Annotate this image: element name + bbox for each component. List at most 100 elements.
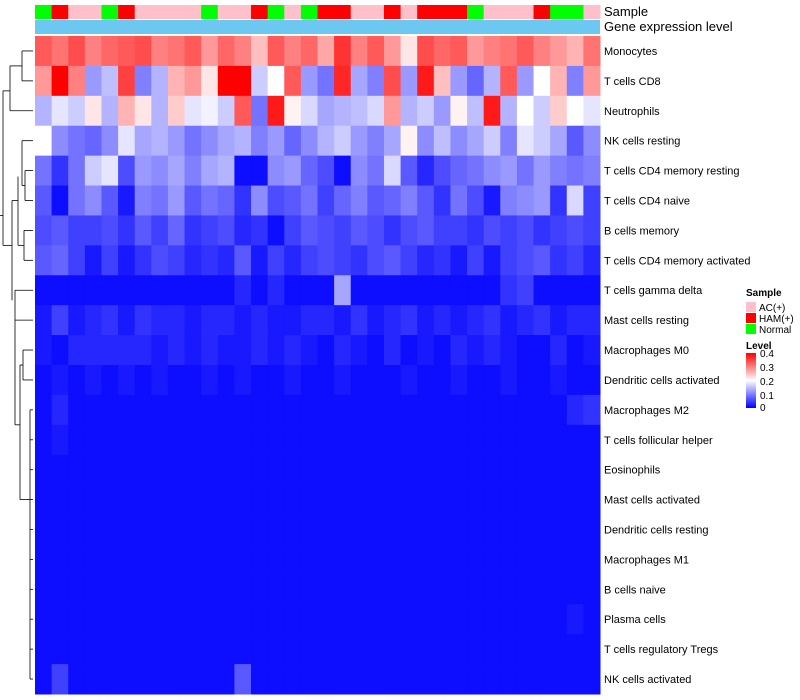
heatmap-cell: [134, 514, 152, 545]
heatmap-cell: [118, 394, 136, 426]
heatmap-cell: [167, 185, 186, 216]
heatmap-cell: [550, 305, 568, 336]
heatmap-cell: [84, 454, 102, 486]
heatmap-cell: [367, 305, 385, 336]
heatmap-cell: [433, 634, 451, 665]
heatmap-cell: [483, 335, 501, 366]
heatmap-cell: [483, 365, 501, 396]
heatmap-cell: [51, 185, 69, 216]
heatmap-cell: [167, 574, 186, 605]
heatmap-cell: [68, 574, 86, 605]
heatmap-cell: [450, 394, 468, 426]
heatmap-cell: [350, 36, 368, 67]
heatmap-cell: [84, 664, 102, 695]
heatmap-cell: [217, 634, 235, 665]
heatmap-cell: [134, 574, 152, 605]
heatmap-cell: [217, 544, 235, 575]
heatmap-cell: [234, 305, 252, 336]
heatmap-cell: [201, 424, 219, 456]
heatmap-cell: [300, 664, 318, 695]
sample-annotation-cell: [300, 5, 318, 19]
heatmap-cell: [467, 424, 485, 456]
heatmap-cell: [167, 394, 186, 426]
heatmap-cell: [68, 604, 86, 635]
sample-annotation-cell: [118, 5, 136, 19]
heatmap-cell: [184, 95, 202, 127]
heatmap-cell: [118, 484, 136, 516]
heatmap-cell: [533, 604, 551, 635]
heatmap-cell: [383, 245, 402, 276]
heatmap-cell: [450, 514, 468, 545]
heatmap-cell: [383, 275, 402, 306]
heatmap-cell: [251, 95, 269, 127]
heatmap-cell: [334, 245, 352, 276]
heatmap-cell: [483, 185, 501, 216]
heatmap-cell: [383, 424, 402, 456]
heatmap-cell: [467, 544, 485, 575]
sample-annotation-cell: [367, 5, 385, 19]
heatmap-cell: [450, 275, 468, 306]
heatmap-cell: [500, 634, 518, 665]
heatmap-cell: [417, 36, 435, 67]
heatmap-cell: [350, 185, 368, 216]
heatmap-cell: [267, 155, 285, 187]
heatmap-cell: [334, 36, 352, 67]
row-label: T cells regulatory Tregs: [604, 644, 719, 656]
heatmap-cell: [317, 664, 335, 695]
heatmap-cell: [500, 394, 518, 426]
heatmap-cell: [383, 664, 402, 695]
heatmap-cell: [533, 36, 551, 67]
heatmap-cell: [267, 185, 285, 216]
heatmap-cell: [284, 454, 302, 486]
heatmap-cell: [134, 245, 152, 276]
heatmap-cell: [367, 424, 385, 456]
heatmap-cell: [500, 275, 518, 306]
heatmap-cell: [483, 275, 501, 306]
heatmap-cell: [400, 36, 418, 67]
heatmap-cell: [84, 394, 102, 426]
heatmap-cell: [300, 484, 318, 516]
heatmap-cell: [400, 275, 418, 306]
heatmap-cell: [184, 394, 202, 426]
heatmap-cell: [334, 365, 352, 396]
heatmap-cell: [101, 65, 119, 97]
heatmap-cell: [201, 305, 219, 336]
heatmap-cell: [566, 365, 584, 396]
heatmap-cell: [417, 95, 435, 127]
heatmap-cell: [118, 95, 136, 127]
heatmap-cell: [533, 634, 551, 665]
heatmap-cell: [101, 365, 119, 396]
heatmap-cell: [516, 155, 535, 187]
heatmap-cell: [101, 335, 119, 366]
heatmap-cell: [35, 664, 53, 695]
heatmap-cell: [350, 484, 368, 516]
sample-annotation-cell: [433, 5, 451, 19]
heatmap-cell: [251, 394, 269, 426]
heatmap-cell: [167, 305, 186, 336]
heatmap-cell: [417, 185, 435, 216]
heatmap-cell: [350, 215, 368, 246]
heatmap-cell: [167, 514, 186, 545]
heatmap-cell: [51, 365, 69, 396]
heatmap-cell: [251, 544, 269, 575]
heatmap-cell: [217, 664, 235, 695]
row-label: B cells memory: [604, 225, 680, 237]
heatmap-cell: [300, 365, 318, 396]
heatmap-cell: [516, 544, 535, 575]
heatmap-cell: [234, 544, 252, 575]
heatmap-cell: [68, 365, 86, 396]
heatmap-cell: [217, 365, 235, 396]
heatmap-cell: [433, 365, 451, 396]
heatmap-cell: [516, 574, 535, 605]
heatmap-cell: [317, 65, 335, 97]
heatmap-cell: [300, 245, 318, 276]
heatmap-cell: [317, 155, 335, 187]
heatmap-cell: [467, 365, 485, 396]
heatmap-cell: [583, 36, 601, 67]
heatmap-cell: [118, 335, 136, 366]
heatmap-cell: [84, 365, 102, 396]
heatmap-cell: [533, 484, 551, 516]
heatmap-cell: [450, 125, 468, 157]
heatmap-cell: [467, 574, 485, 605]
heatmap-cell: [300, 544, 318, 575]
